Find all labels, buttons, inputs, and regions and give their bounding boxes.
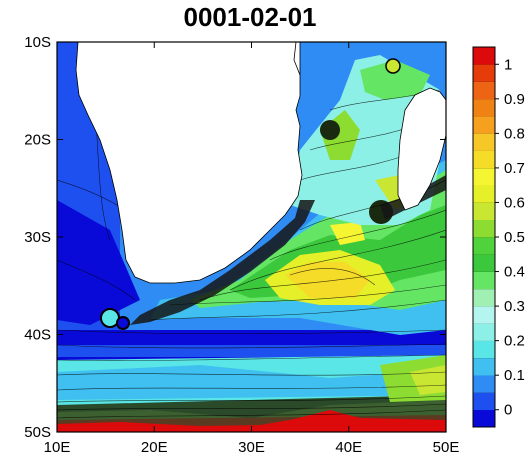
colorbar-label: 0.7 — [504, 160, 525, 177]
map-title: 0001-02-01 — [183, 2, 317, 32]
lon-tick-label: 40E — [335, 439, 362, 456]
colorbar-label: 0.3 — [504, 298, 525, 315]
colorbar-label: 0 — [504, 402, 512, 419]
colorbar-swatch — [473, 64, 495, 82]
latitude-axis: 10S 20S 30S 40S 50S — [24, 34, 446, 441]
colorbar-swatch — [473, 409, 495, 428]
colorbar-swatch — [473, 254, 495, 272]
lat-tick-label: 50S — [24, 424, 51, 441]
colorbar-swatch — [473, 81, 495, 100]
colorbar-label: 0.2 — [504, 333, 525, 350]
lat-tick-label: 30S — [24, 229, 51, 246]
colorbar-swatch — [473, 167, 495, 186]
colorbar-label: 0.5 — [504, 229, 525, 246]
colorbar-swatch — [473, 288, 495, 307]
lat-tick-label: 20S — [24, 132, 51, 149]
lon-tick-label: 30E — [238, 439, 265, 456]
colorbar: 0 0.1 0.2 0.3 0.4 0.5 0.6 0.7 0.8 0.9 1 — [472, 46, 525, 428]
africa-landmass — [75, 42, 303, 284]
colorbar-swatch — [473, 185, 495, 203]
colorbar-label: 0.8 — [504, 125, 525, 142]
colorbar-swatch — [473, 323, 495, 341]
colorbar-swatch — [473, 392, 495, 411]
colorbar-swatch — [473, 375, 495, 393]
colorbar-swatch — [473, 150, 495, 169]
colorbar-swatch — [473, 306, 495, 324]
colorbar-swatch — [473, 271, 495, 290]
longitude-axis: 10E 20E 30E 40E 50E — [44, 42, 460, 456]
lat-tick-label: 10S — [24, 34, 51, 51]
colorbar-swatch — [473, 340, 495, 359]
colorbar-label: 1 — [504, 56, 512, 73]
colorbar-swatch — [473, 98, 495, 117]
madagascar-landmass — [397, 87, 446, 211]
colorbar-label: 0.9 — [504, 91, 525, 108]
lat-tick-label: 40S — [24, 327, 51, 344]
colorbar-label: 0.1 — [504, 367, 525, 384]
colorbar-label: 0.4 — [504, 264, 525, 281]
colorbar-swatch — [473, 47, 495, 65]
lon-tick-label: 10E — [44, 439, 71, 456]
colorbar-label: 0.6 — [504, 194, 525, 211]
colorbar-swatch — [473, 202, 495, 221]
colorbar-swatch — [473, 357, 495, 376]
lon-tick-label: 50E — [433, 439, 460, 456]
colorbar-swatch — [473, 219, 495, 238]
field-layer — [57, 42, 446, 432]
lon-tick-label: 20E — [141, 439, 168, 456]
colorbar-swatch — [473, 116, 495, 134]
colorbar-swatch — [473, 133, 495, 151]
colorbar-swatch — [473, 237, 495, 255]
